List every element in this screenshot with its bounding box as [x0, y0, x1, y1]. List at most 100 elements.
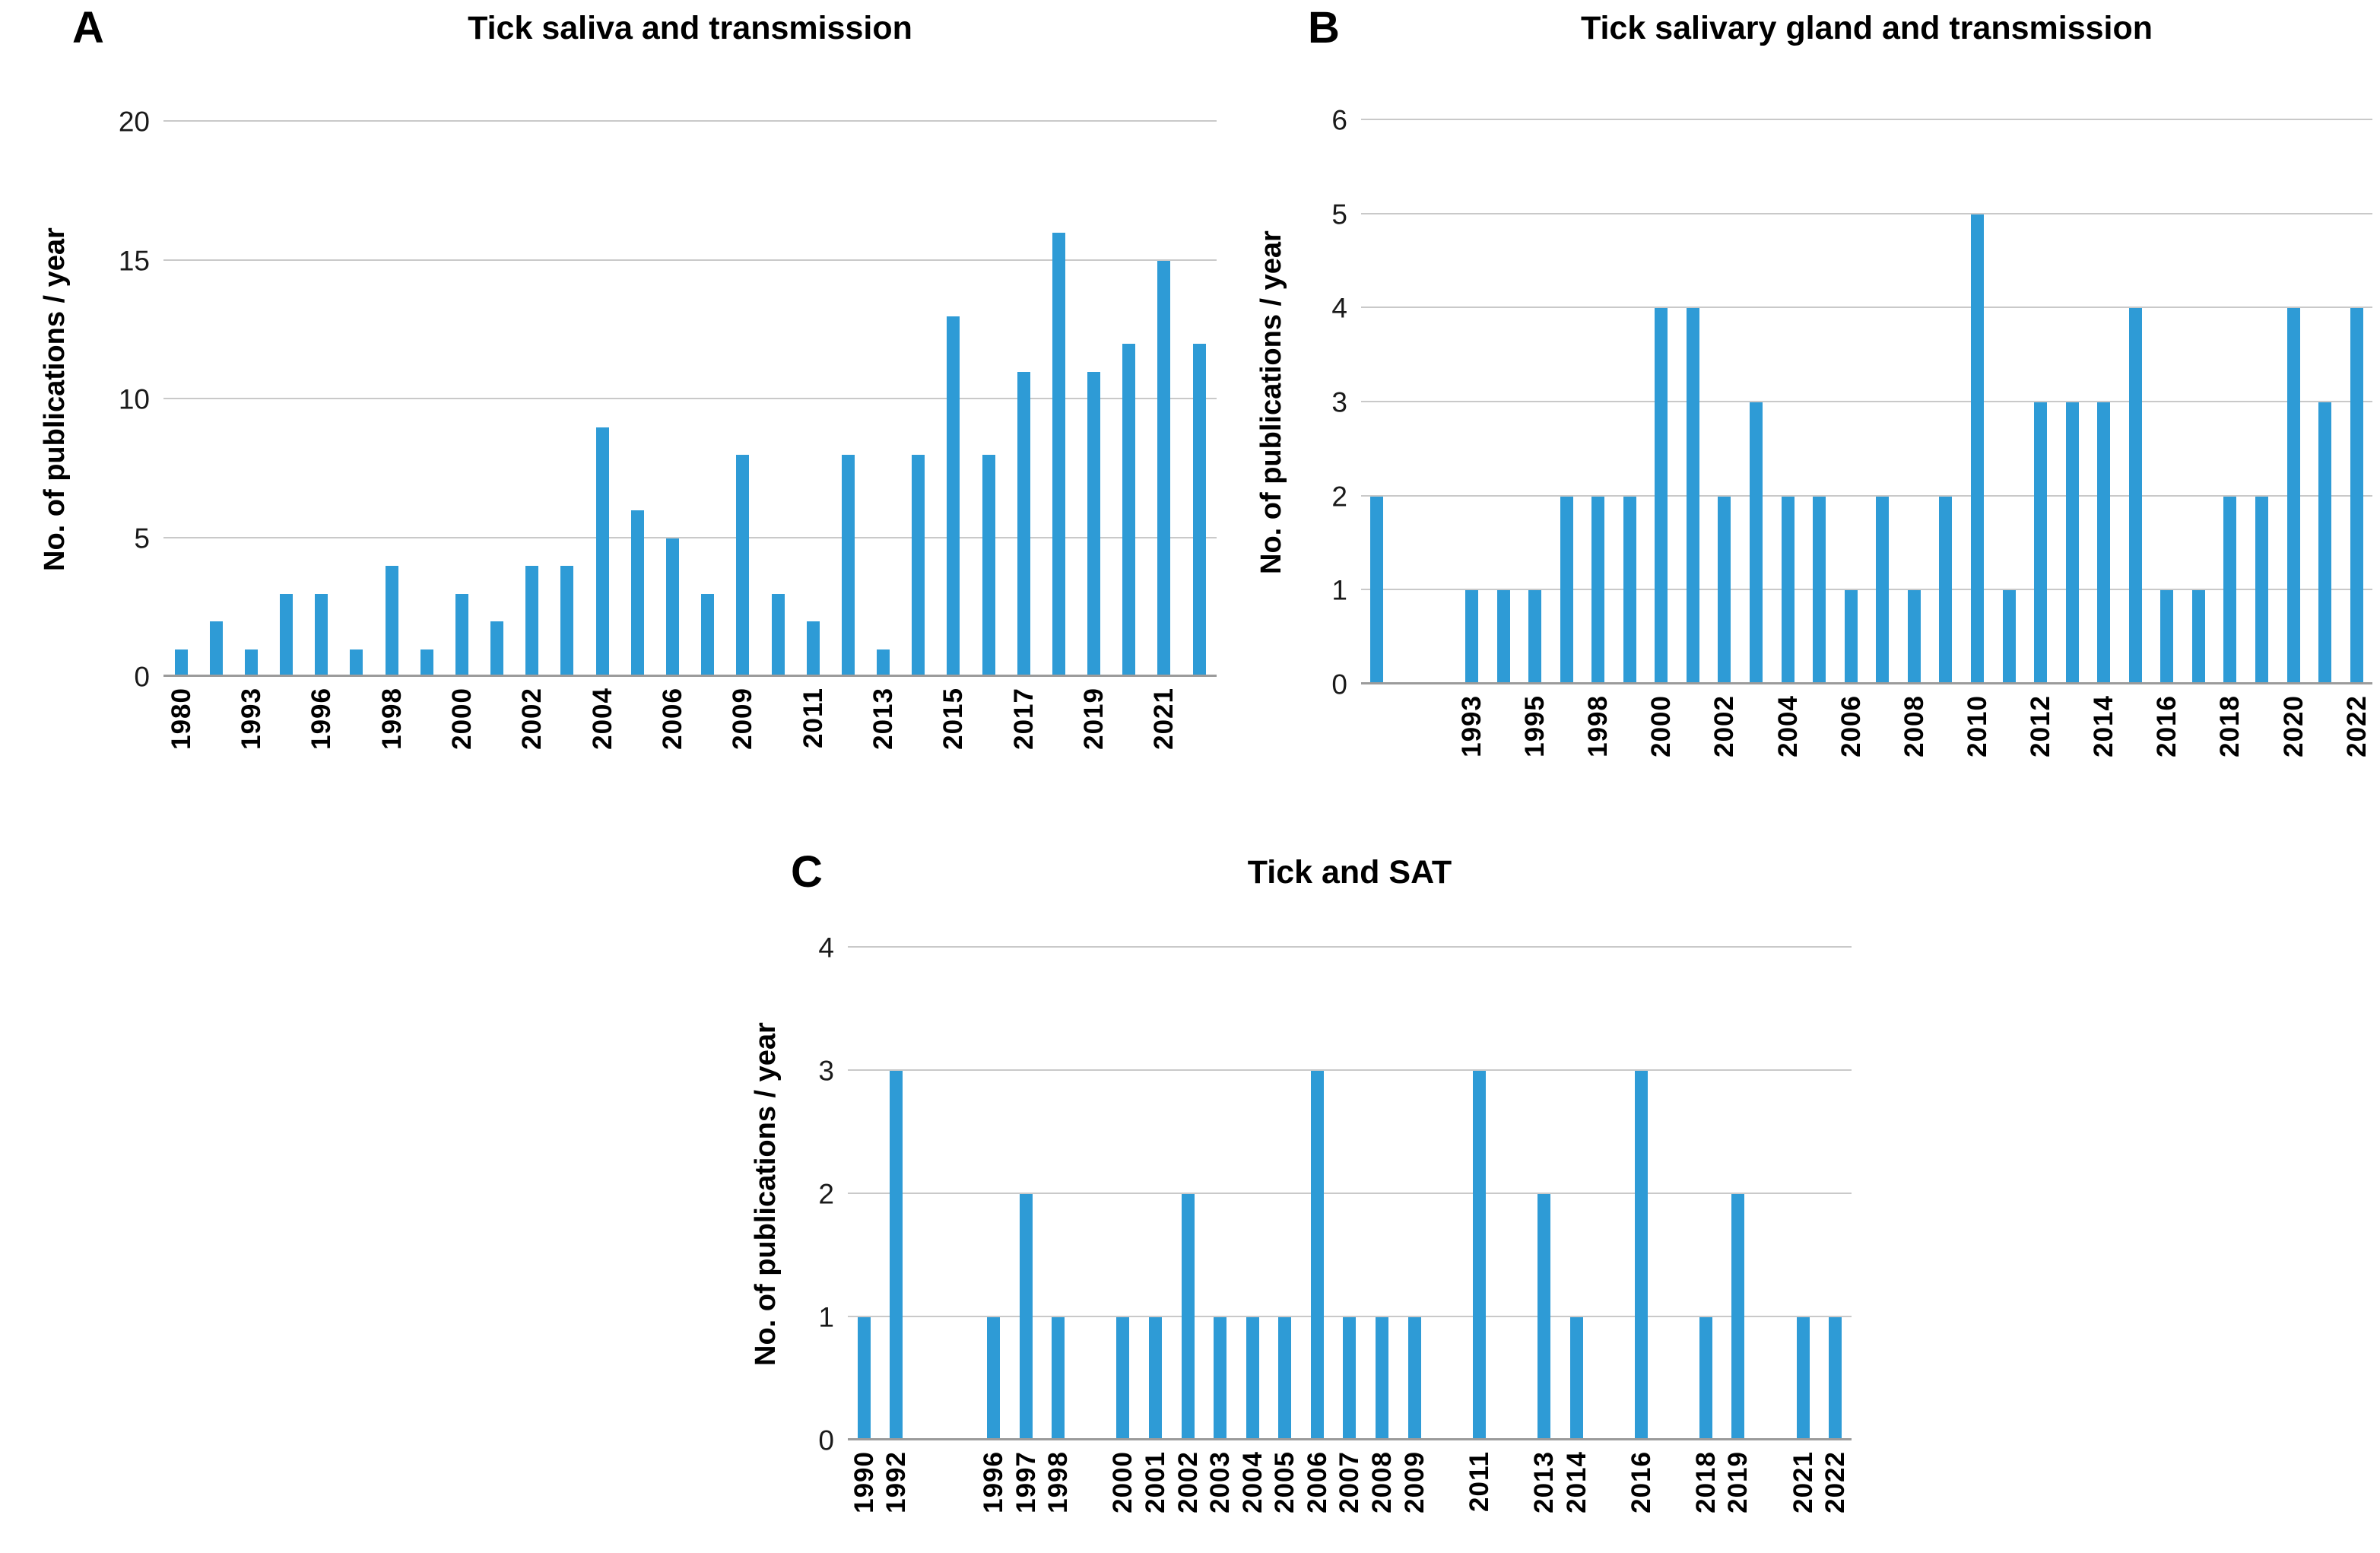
bar-slot [977, 948, 1010, 1440]
bar [1970, 214, 1984, 684]
bar [2034, 402, 2048, 684]
x-tick-cell: 2019 [1076, 677, 1111, 799]
bar-slot [374, 122, 409, 677]
bar-slot [163, 122, 198, 677]
bar [2318, 402, 2332, 684]
chart-tick-salivary-gland-and-transmission: B Tick salivary gland and transmission N… [1247, 6, 2372, 806]
bar [2065, 402, 2079, 684]
bar-slot [1709, 120, 1741, 684]
x-tick-cell [1867, 684, 1899, 806]
x-tick-cell: 2003 [1204, 1440, 1236, 1553]
x-tick-cell: 2021 [1147, 677, 1182, 799]
y-axis: 0 1 2 3 4 [790, 934, 848, 1455]
bar-slot [1398, 948, 1431, 1440]
x-tick-label: 2016 [1626, 1451, 1656, 1513]
bar [806, 621, 820, 677]
y-tick-label: 0 [134, 661, 150, 693]
bar [841, 455, 855, 677]
bar [1718, 496, 1731, 684]
bar [1634, 1071, 1648, 1440]
bar-slot [760, 122, 795, 677]
y-axis-title: No. of publications / year [750, 1022, 782, 1366]
x-tick-cell: 2006 [1835, 684, 1867, 806]
panel-letter: C [791, 847, 823, 897]
bar [987, 1317, 1001, 1440]
x-tick-label: 2006 [1836, 695, 1866, 757]
bars-layer [163, 122, 1217, 677]
x-tick-label: 2020 [2278, 695, 2309, 757]
bar [1623, 496, 1636, 684]
x-tick-cell [1487, 684, 1519, 806]
y-tick-label: 1 [1331, 574, 1347, 606]
bar-slot [848, 948, 881, 1440]
bar [1781, 496, 1795, 684]
bar [665, 538, 679, 677]
bar-slot [1172, 948, 1204, 1440]
x-tick-cell [971, 677, 1006, 799]
x-axis: 1990 1992 1996 1997 1998 2000 2001 2002 2003 2004… [848, 1440, 1852, 1553]
bar [1370, 496, 1384, 684]
x-tick-cell: 2021 [1787, 1440, 1820, 1553]
bar-slot [304, 122, 339, 677]
bar-slot [1487, 120, 1519, 684]
bar [1829, 1317, 1842, 1440]
x-tick-cell [550, 677, 585, 799]
plot-area [848, 946, 1852, 1440]
bar-slot [690, 122, 725, 677]
gridline [1361, 401, 2372, 402]
y-tick-label: 4 [818, 932, 834, 964]
x-tick-cell [1804, 684, 1836, 806]
gridline [848, 946, 1852, 948]
x-tick-cell [1430, 1440, 1463, 1553]
bar-slot [1496, 948, 1528, 1440]
x-tick-label: 2017 [1008, 688, 1039, 750]
bar-slot [936, 122, 971, 677]
y-axis-title: No. of publications / year [39, 227, 71, 571]
bar-slot [1006, 122, 1041, 677]
bar [947, 316, 960, 677]
x-tick-cell: 2000 [1107, 1440, 1140, 1553]
x-tick-label: 2000 [1108, 1451, 1138, 1513]
x-tick-label: 1990 [849, 1451, 879, 1513]
x-tick-cell [1112, 677, 1147, 799]
bar [771, 593, 785, 677]
x-tick-cell [1592, 1440, 1625, 1553]
chart-title: Tick and SAT [1247, 854, 1452, 891]
bar [1214, 1317, 1227, 1440]
y-tick-label: 6 [1331, 104, 1347, 136]
bar [877, 649, 890, 677]
bar-slot [1528, 948, 1560, 1440]
x-tick-cell [760, 677, 795, 799]
x-tick-cell: 2005 [1269, 1440, 1302, 1553]
x-tick-cell [945, 1440, 978, 1553]
bar [1116, 1317, 1130, 1440]
bar [350, 649, 363, 677]
bar-slot [1147, 122, 1182, 677]
x-tick-cell: 2012 [2025, 684, 2057, 806]
x-tick-label: 2010 [1962, 695, 1992, 757]
x-tick-label: 2001 [1140, 1451, 1170, 1513]
x-tick-cell: 1993 [233, 677, 268, 799]
bar-slot [1456, 120, 1488, 684]
x-tick-label: 2019 [1723, 1451, 1753, 1513]
bar [560, 566, 574, 677]
gridline [848, 1069, 1852, 1071]
x-tick-cell: 2016 [1625, 1440, 1658, 1553]
x-tick-cell [690, 677, 725, 799]
plot-area [1361, 119, 2372, 684]
y-tick-label: 1 [818, 1301, 834, 1333]
x-tick-label: 1993 [236, 688, 266, 750]
x-tick-cell: 2011 [795, 677, 830, 799]
bars-layer [1361, 120, 2372, 684]
bar [1537, 1194, 1550, 1440]
x-tick-cell [1614, 684, 1646, 806]
y-tick-label: 15 [118, 245, 150, 276]
bar-slot [1182, 122, 1217, 677]
y-tick-label: 20 [118, 106, 150, 138]
x-tick-cell [409, 677, 444, 799]
y-tick-label: 2 [818, 1178, 834, 1210]
bar [1087, 371, 1101, 677]
gridline [1361, 119, 2372, 120]
bar-slot [2151, 120, 2183, 684]
plot-column: 1980 1993 1996 1998 2000 2002 2004 2006 2009 2011… [163, 120, 1217, 799]
